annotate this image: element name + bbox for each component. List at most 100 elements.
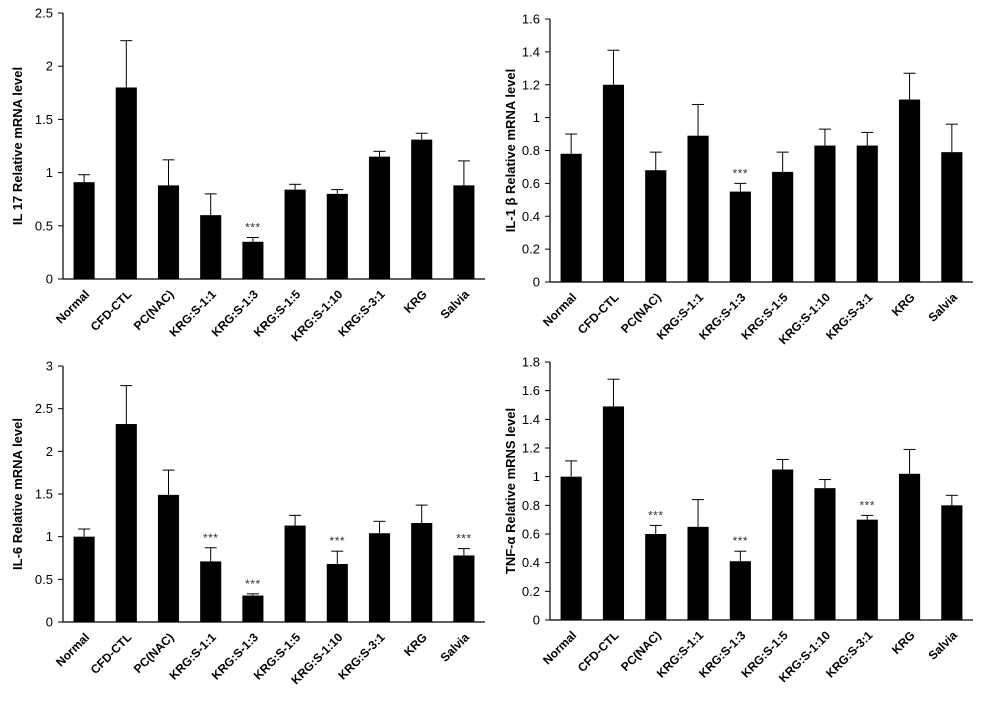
il17-category-label: Salvia <box>438 287 473 322</box>
il17-bar <box>368 156 391 279</box>
il6-y-tick-label: 0.5 <box>35 572 53 587</box>
il6-bar-chart: 0 0.5 1 1.5 2 2.5 3 IL-6 Relative mRNA level Nor… <box>10 359 485 687</box>
tnfa-category-label: Normal <box>540 628 579 667</box>
il6-bar <box>326 563 348 622</box>
tnfa-chart-panel: 0 0.2 0.4 0.6 0.8 1 1.2 1.4 1.6 1.8 TNF-α Relative… <box>495 350 985 698</box>
il6-category-label: Normal <box>53 630 92 669</box>
tnfa-y-tick-label: 1.4 <box>522 412 540 427</box>
il17-bar <box>326 193 348 279</box>
il17-bar-chart: 0 0.5 1 1.5 2 2.5 IL 17 Relative mRNA level Nor… <box>10 6 485 344</box>
tnfa-y-tick-label: 0.4 <box>522 555 540 570</box>
il1b-bar <box>772 171 794 282</box>
tnfa-y-tick-label: 1.6 <box>522 383 540 398</box>
il1b-bar <box>856 145 878 282</box>
il6-y-axis-title: IL-6 Relative mRNA level <box>10 418 25 570</box>
il1b-bar <box>687 135 709 282</box>
il17-bar <box>411 139 433 279</box>
tnfa-y-tick-label: 1.2 <box>522 441 540 456</box>
tnfa-bar <box>814 488 836 620</box>
tnfa-bar <box>772 469 794 620</box>
il6-significance-label: *** <box>330 534 346 548</box>
il6-bar <box>115 424 137 622</box>
tnfa-y-tick-label: 0 <box>533 613 540 628</box>
tnfa-significance-label: *** <box>648 508 664 522</box>
il6-category-label: Salvia <box>438 630 473 665</box>
tnfa-y-tick-label: 0.6 <box>522 527 540 542</box>
il6-category-label: KRG <box>401 630 430 659</box>
il1b-bar <box>602 84 625 282</box>
tnfa-category-label: CFD-CTL <box>575 628 622 675</box>
il1b-bar-chart: 0 0.2 0.4 0.6 0.8 1 1.2 1.4 1.6 IL-1 β Relative m… <box>503 12 973 347</box>
il17-significance-label: *** <box>245 221 261 235</box>
il1b-bar <box>645 170 667 282</box>
il17-y-tick-label: 1 <box>46 165 53 180</box>
il1b-y-tick-label: 0 <box>533 275 540 290</box>
il1b-y-tick-label: 1.2 <box>522 77 540 92</box>
tnfa-category-label: KRG <box>889 628 918 657</box>
il1b-category-label: Salvia <box>926 290 961 325</box>
tnfa-significance-label: *** <box>859 498 875 512</box>
il1b-y-tick-label: 1.6 <box>522 12 540 27</box>
il6-significance-label: *** <box>245 577 261 591</box>
il1b-chart-panel: 0 0.2 0.4 0.6 0.8 1 1.2 1.4 1.6 IL-1 β Relative m… <box>495 0 985 350</box>
il6-bar <box>73 536 95 622</box>
il17-bar <box>157 185 180 279</box>
il6-bar <box>242 595 264 622</box>
il1b-category-label: CFD-CTL <box>575 290 622 337</box>
il6-significance-label: *** <box>203 531 219 545</box>
il17-chart-panel: 0 0.5 1 1.5 2 2.5 IL 17 Relative mRNA level Nor… <box>0 0 495 350</box>
il6-bar <box>200 561 222 622</box>
il1b-bar <box>941 152 963 282</box>
il17-y-tick-label: 0.5 <box>35 218 53 233</box>
tnfa-significance-label: *** <box>733 534 749 548</box>
il1b-bar <box>560 153 582 282</box>
il1b-y-tick-label: 0.8 <box>522 143 540 158</box>
il6-bar <box>368 533 391 622</box>
il6-y-tick-label: 1.5 <box>35 487 53 502</box>
il1b-bar <box>814 145 836 282</box>
tnfa-bar <box>560 476 582 620</box>
il6-bar <box>411 523 433 622</box>
il1b-category-label: Normal <box>540 290 579 329</box>
tnfa-category-label: KRG:S-3:1 <box>823 628 876 681</box>
il1b-y-tick-label: 1.4 <box>522 44 540 59</box>
tnfa-bar <box>856 519 878 620</box>
il17-category-label: Normal <box>53 287 92 326</box>
tnfa-y-axis-title: TNF-α Relative mRNS level <box>503 408 518 574</box>
il17-bar <box>73 182 95 279</box>
il1b-y-tick-label: 0.6 <box>522 176 540 191</box>
tnfa-bar <box>898 473 921 620</box>
tnfa-y-tick-label: 0.8 <box>522 498 540 513</box>
tnfa-bar <box>687 526 709 620</box>
il17-bar <box>242 241 264 279</box>
il17-y-axis-title: IL 17 Relative mRNA level <box>10 67 25 225</box>
il1b-y-axis-title: IL-1 β Relative mRNA level <box>503 69 518 233</box>
il6-y-tick-label: 0 <box>46 615 53 630</box>
tnfa-y-tick-label: 1 <box>533 469 540 484</box>
il17-y-tick-label: 2.5 <box>35 6 53 21</box>
il17-category-label: CFD-CTL <box>88 287 135 334</box>
il1b-category-label: KRG <box>889 290 918 319</box>
il1b-bar <box>898 99 921 282</box>
il6-significance-label: *** <box>456 532 472 546</box>
il17-bar <box>453 185 475 279</box>
il1b-bar <box>729 191 751 282</box>
tnfa-bar <box>602 406 625 620</box>
il6-chart-panel: 0 0.5 1 1.5 2 2.5 3 IL-6 Relative mRNA level Nor… <box>0 350 495 698</box>
il6-y-tick-label: 1 <box>46 529 53 544</box>
il6-bar <box>284 525 306 622</box>
il1b-category-label: KRG:S-3:1 <box>823 290 876 343</box>
il17-y-tick-label: 1.5 <box>35 112 53 127</box>
tnfa-bar <box>645 534 667 620</box>
il6-bar <box>453 555 475 622</box>
il17-category-label: KRG <box>401 287 430 316</box>
tnfa-bar <box>941 505 963 620</box>
il17-y-tick-label: 0 <box>46 272 53 287</box>
tnfa-y-tick-label: 0.2 <box>522 584 540 599</box>
il17-bar <box>200 215 222 279</box>
il17-bar <box>115 87 137 279</box>
il1b-y-tick-label: 1 <box>533 110 540 125</box>
il1b-y-tick-label: 0.4 <box>522 209 540 224</box>
il6-bar <box>157 494 180 622</box>
